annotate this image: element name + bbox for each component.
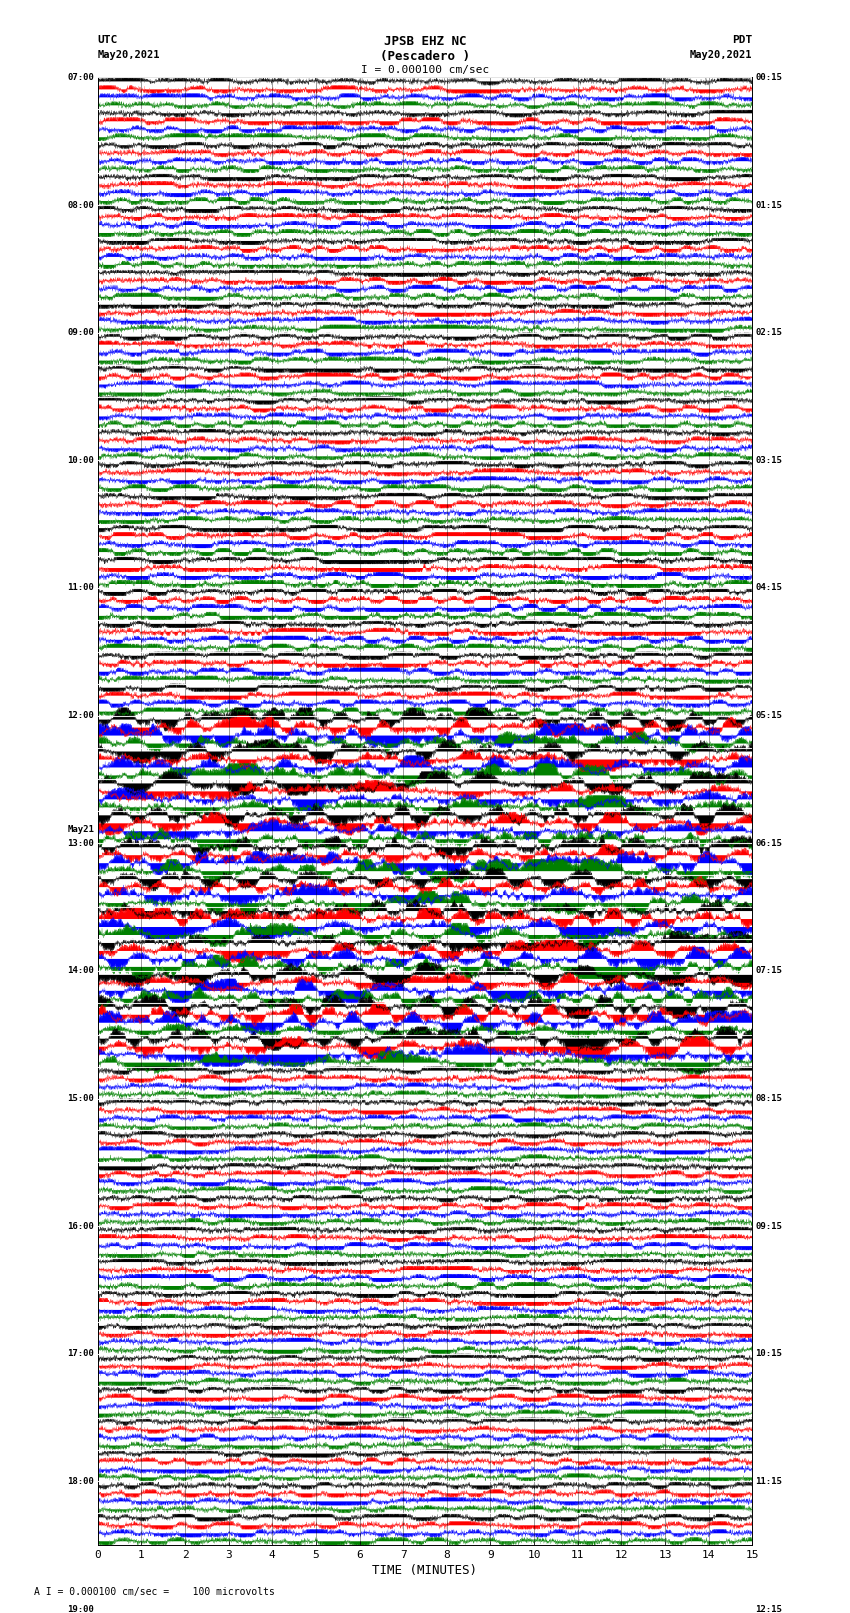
Text: 15:00: 15:00 (68, 1094, 94, 1103)
Text: 11:15: 11:15 (756, 1478, 782, 1486)
Text: 00:15: 00:15 (756, 73, 782, 82)
Text: 16:00: 16:00 (68, 1221, 94, 1231)
Text: 12:15: 12:15 (756, 1605, 782, 1613)
Text: May21: May21 (68, 826, 94, 834)
Text: 14:00: 14:00 (68, 966, 94, 976)
Text: 17:00: 17:00 (68, 1350, 94, 1358)
Text: 04:15: 04:15 (756, 584, 782, 592)
Text: 18:00: 18:00 (68, 1478, 94, 1486)
Text: 09:00: 09:00 (68, 327, 94, 337)
Text: UTC: UTC (98, 35, 118, 45)
X-axis label: TIME (MINUTES): TIME (MINUTES) (372, 1565, 478, 1578)
Text: JPSB EHZ NC: JPSB EHZ NC (383, 35, 467, 48)
Text: 11:00: 11:00 (68, 584, 94, 592)
Text: 12:00: 12:00 (68, 711, 94, 719)
Text: A I = 0.000100 cm/sec =    100 microvolts: A I = 0.000100 cm/sec = 100 microvolts (34, 1587, 275, 1597)
Text: 13:00: 13:00 (68, 839, 94, 848)
Text: 19:00: 19:00 (68, 1605, 94, 1613)
Text: 01:15: 01:15 (756, 200, 782, 210)
Text: I = 0.000100 cm/sec: I = 0.000100 cm/sec (361, 65, 489, 74)
Text: 06:15: 06:15 (756, 839, 782, 848)
Text: May20,2021: May20,2021 (98, 50, 161, 60)
Text: 05:15: 05:15 (756, 711, 782, 719)
Text: PDT: PDT (732, 35, 752, 45)
Text: 07:15: 07:15 (756, 966, 782, 976)
Text: 09:15: 09:15 (756, 1221, 782, 1231)
Text: May20,2021: May20,2021 (689, 50, 752, 60)
Text: 10:00: 10:00 (68, 456, 94, 465)
Text: 08:00: 08:00 (68, 200, 94, 210)
Text: 02:15: 02:15 (756, 327, 782, 337)
Text: 10:15: 10:15 (756, 1350, 782, 1358)
Text: (Pescadero ): (Pescadero ) (380, 50, 470, 63)
Text: 08:15: 08:15 (756, 1094, 782, 1103)
Text: 07:00: 07:00 (68, 73, 94, 82)
Text: 03:15: 03:15 (756, 456, 782, 465)
